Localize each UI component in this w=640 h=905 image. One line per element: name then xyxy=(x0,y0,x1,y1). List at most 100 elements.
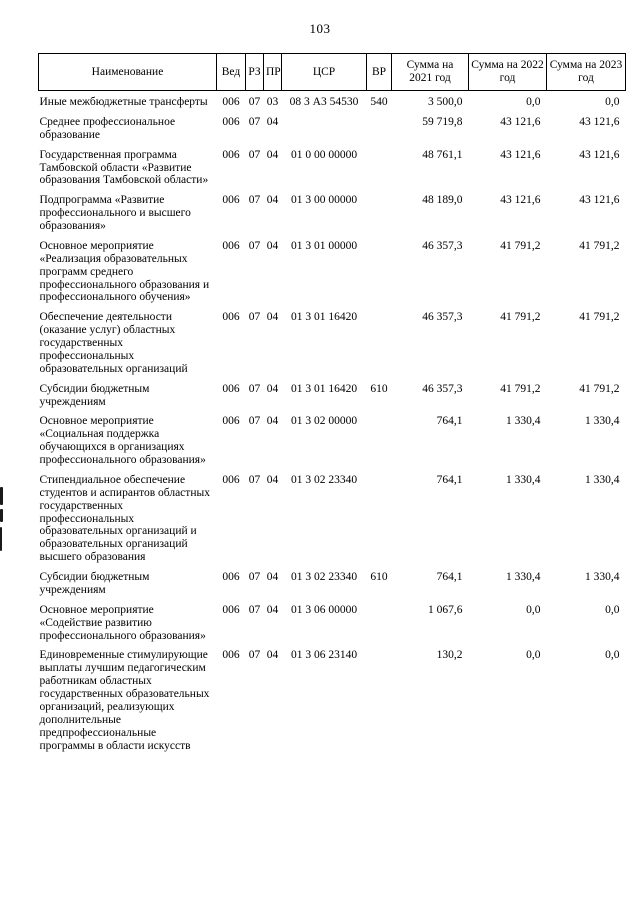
cell-y2021: 59 719,8 xyxy=(422,115,463,128)
cell-name: Субсидии бюджетным учреждениям xyxy=(39,571,150,596)
cell-vr xyxy=(367,644,392,754)
header-pr: ПР xyxy=(263,53,282,91)
table-row: Обеспечение деятельности (оказание услуг… xyxy=(39,306,626,377)
cell-vr xyxy=(367,599,392,645)
cell-y2021: 130,2 xyxy=(436,649,463,662)
cell-csr: 01 3 01 16420 xyxy=(290,382,358,395)
header-sum-2023: Сумма на 2023 год xyxy=(546,53,626,91)
cell-y2022: 1 330,4 xyxy=(506,415,541,428)
header-csr: ЦСР xyxy=(281,53,367,91)
cell-vr xyxy=(367,189,392,235)
cell-pr: 04 xyxy=(266,415,279,428)
cell-y2022: 0,0 xyxy=(526,603,541,616)
cell-y2023: 43 121,6 xyxy=(579,148,620,161)
cell-ved: 006 xyxy=(222,115,240,128)
cell-ved: 006 xyxy=(222,148,240,161)
cell-pr: 04 xyxy=(266,649,279,662)
cell-csr: 08 3 А3 54530 xyxy=(289,96,359,108)
cell-rz: 07 xyxy=(248,148,261,161)
cell-y2023: 43 121,6 xyxy=(579,194,620,207)
header-sum-2022: Сумма на 2022 год xyxy=(468,53,547,91)
cell-y2021: 764,1 xyxy=(436,415,463,428)
budget-table: Наименование Вед РЗ ПР ЦСР ВР Сумма на 2… xyxy=(38,53,626,754)
cell-name: Основное мероприятие «Реализация образов… xyxy=(39,239,210,304)
cell-vr: 540 xyxy=(370,96,388,108)
cell-y2023: 0,0 xyxy=(605,603,620,616)
cell-vr: 610 xyxy=(370,571,388,583)
cell-name: Подпрограмма «Развитие профессионального… xyxy=(39,194,191,232)
cell-rz: 07 xyxy=(248,415,261,428)
cell-ved: 006 xyxy=(222,473,240,486)
cell-ved: 006 xyxy=(222,382,240,395)
cell-csr: 01 3 01 00000 xyxy=(290,239,358,252)
cell-rz: 07 xyxy=(248,311,261,324)
cell-y2021: 764,1 xyxy=(436,571,463,583)
cell-y2023: 0,0 xyxy=(605,96,620,108)
cell-rz: 07 xyxy=(248,239,261,252)
cell-vr xyxy=(367,144,392,190)
cell-rz: 07 xyxy=(248,382,261,395)
cell-vr xyxy=(367,111,392,144)
cell-csr: 01 3 06 23140 xyxy=(290,649,358,662)
cell-pr: 04 xyxy=(266,603,279,616)
cell-y2022: 41 791,2 xyxy=(500,311,541,324)
table-row: Иные межбюджетные трансферты 006 07 03 08 3 … xyxy=(39,91,626,111)
cell-y2023: 1 330,4 xyxy=(585,415,620,428)
cell-pr: 04 xyxy=(266,473,279,486)
cell-y2022: 0,0 xyxy=(526,96,541,108)
cell-y2021: 1 067,6 xyxy=(428,603,463,616)
cell-rz: 07 xyxy=(248,96,261,108)
cell-name: Государственная программа Тамбовской обл… xyxy=(39,148,209,187)
table-row: Единовременные стимулирующие выплаты луч… xyxy=(39,644,626,754)
cell-name: Единовременные стимулирующие выплаты луч… xyxy=(39,649,210,752)
page-number: 103 xyxy=(309,21,331,36)
cell-y2022: 43 121,6 xyxy=(500,115,541,128)
cell-vr xyxy=(367,306,392,377)
cell-csr: 01 3 06 00000 xyxy=(290,603,358,616)
cell-name: Обеспечение деятельности (оказание услуг… xyxy=(39,311,188,375)
scan-artifact xyxy=(0,487,3,505)
header-ved: Вед xyxy=(216,53,246,91)
cell-rz: 07 xyxy=(248,649,261,662)
cell-ved: 006 xyxy=(222,415,240,428)
cell-name: Среднее профессиональное образование xyxy=(39,115,176,141)
table-header-row: Наименование Вед РЗ ПР ЦСР ВР Сумма на 2… xyxy=(38,53,626,91)
cell-y2021: 764,1 xyxy=(436,473,463,486)
cell-csr: 01 0 00 00000 xyxy=(290,148,358,161)
cell-y2021: 46 357,3 xyxy=(422,311,463,324)
cell-rz: 07 xyxy=(248,571,261,583)
cell-y2023: 41 791,2 xyxy=(579,382,620,395)
cell-ved: 006 xyxy=(222,649,240,662)
cell-name: Основное мероприятие «Социальная поддерж… xyxy=(39,415,206,466)
cell-y2022: 41 791,2 xyxy=(500,239,541,252)
scan-artifact xyxy=(0,509,3,522)
cell-vr xyxy=(367,469,392,566)
table-row: Подпрограмма «Развитие профессионального… xyxy=(39,189,626,235)
cell-name: Иные межбюджетные трансферты xyxy=(39,96,208,108)
cell-name: Субсидии бюджетным учреждениям xyxy=(39,382,150,408)
cell-vr xyxy=(367,235,392,306)
table-body: Иные межбюджетные трансферты 006 07 03 08 3 … xyxy=(39,91,626,755)
cell-y2023: 41 791,2 xyxy=(579,239,620,252)
table-row: Субсидии бюджетным учреждениям 006 07 04 01 … xyxy=(39,566,626,599)
table-header: Наименование Вед РЗ ПР ЦСР ВР Сумма на 2… xyxy=(38,53,626,91)
cell-rz: 07 xyxy=(248,115,261,128)
cell-rz: 07 xyxy=(248,194,261,207)
cell-y2022: 1 330,4 xyxy=(506,473,541,486)
table-row: Стипендиальное обеспечение студентов и а… xyxy=(39,469,626,566)
cell-rz: 07 xyxy=(248,603,261,616)
table-row: Государственная программа Тамбовской обл… xyxy=(39,144,626,190)
cell-csr: 01 3 00 00000 xyxy=(290,194,358,207)
table-row: Субсидии бюджетным учреждениям 006 07 04 01 … xyxy=(39,378,626,411)
cell-pr: 04 xyxy=(266,115,279,128)
cell-y2023: 1 330,4 xyxy=(585,571,620,583)
cell-ved: 006 xyxy=(222,603,240,616)
cell-y2021: 46 357,3 xyxy=(422,382,463,395)
cell-vr xyxy=(367,410,392,469)
scan-artifact xyxy=(0,527,2,551)
cell-rz: 07 xyxy=(248,473,261,486)
cell-y2022: 43 121,6 xyxy=(500,148,541,161)
cell-ved: 006 xyxy=(222,311,240,324)
cell-csr: 01 3 02 00000 xyxy=(290,415,358,428)
